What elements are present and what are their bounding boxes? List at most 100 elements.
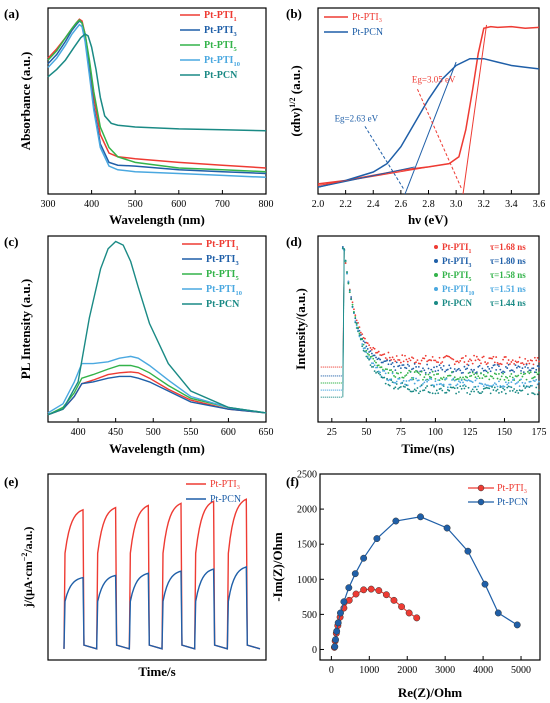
data-point-Pt-PCN [443, 524, 451, 532]
decay-point-Pt-PCN [459, 385, 462, 388]
decay-point-Pt-PTI10 [417, 379, 420, 382]
decay-point-Pt-PCN [527, 393, 529, 396]
decay-point-Pt-PTI5 [415, 369, 417, 372]
decay-point-Pt-PTI10 [470, 380, 473, 383]
decay-point-Pt-PCN [377, 372, 380, 375]
decay-point-Pt-PTI1 [437, 361, 440, 364]
decay-point-Pt-PTI10 [536, 383, 539, 386]
decay-point-Pt-PTI5 [470, 374, 473, 377]
decay-point-Pt-PCN [481, 390, 484, 393]
series-line-Pt-PTI3 [317, 25, 540, 185]
decay-point-Pt-PTI1 [463, 361, 466, 363]
data-point-Pt-PCN [333, 627, 341, 635]
data-point-Pt-PTI3 [413, 614, 421, 622]
decay-point-Pt-PCN [384, 382, 387, 385]
series-line-Pt-PCN [317, 57, 540, 188]
decay-point-Pt-PTI5 [489, 375, 492, 377]
decay-point-Pt-PTI10 [492, 384, 495, 386]
decay-point-Pt-PTI10 [375, 366, 377, 369]
legend-label-Pt-PTI3: Pt-PTI₃ [210, 479, 240, 490]
decay-point-Pt-PTI5 [416, 371, 419, 374]
decay-point-Pt-PCN [493, 386, 496, 389]
legend-label-Pt-PTI3: Pt-PTI3 [442, 256, 472, 269]
decay-point-Pt-PTI3 [463, 365, 466, 368]
decay-point-Pt-PTI1 [511, 359, 514, 362]
decay-point-Pt-PTI10 [346, 272, 348, 275]
decay-point-Pt-PTI3 [499, 368, 502, 371]
decay-point-Pt-PTI1 [448, 355, 451, 358]
decay-point-Pt-PTI3 [438, 364, 441, 367]
legend-label-Pt-PCN: Pt-PCN [442, 298, 472, 308]
decay-point-Pt-PCN [464, 385, 467, 388]
decay-point-Pt-PTI5 [500, 375, 503, 378]
decay-point-Pt-PTI1 [489, 357, 492, 360]
decay-point-Pt-PTI5 [435, 373, 438, 376]
decay-point-Pt-PTI5 [502, 372, 504, 375]
panel-d-x-tick-label: 100 [428, 427, 443, 438]
panel-e-xlabel: Time/s [138, 664, 175, 679]
decay-point-Pt-PTI10 [528, 380, 531, 383]
decay-point-Pt-PTI5 [455, 378, 458, 381]
decay-point-Pt-PTI1 [353, 308, 355, 311]
decay-point-Pt-PTI3 [518, 366, 521, 368]
decay-point-Pt-PCN [455, 392, 458, 395]
decay-point-Pt-PTI1 [460, 357, 463, 360]
decay-point-Pt-PTI5 [478, 377, 481, 380]
decay-point-Pt-PTI10 [471, 381, 474, 384]
decay-point-Pt-PTI1 [486, 362, 489, 364]
decay-point-Pt-PCN [448, 389, 451, 392]
decay-point-Pt-PTI5 [431, 370, 434, 373]
decay-point-Pt-PTI1 [533, 356, 536, 359]
decay-point-Pt-PTI3 [427, 367, 430, 370]
decay-point-Pt-PCN [423, 389, 426, 392]
panel-d-xlabel: Time/(ns) [401, 441, 454, 456]
decay-point-Pt-PCN [390, 379, 393, 382]
decay-point-Pt-PTI10 [395, 380, 398, 383]
decay-point-Pt-PTI10 [453, 379, 456, 382]
decay-point-Pt-PCN [524, 387, 527, 389]
decay-point-Pt-PTI3 [498, 365, 500, 368]
decay-point-Pt-PTI3 [464, 368, 467, 371]
decay-point-Pt-PTI3 [535, 368, 538, 371]
decay-point-Pt-PCN [427, 391, 430, 393]
decay-point-Pt-PTI1 [358, 326, 361, 328]
legend-marker-Pt-PCN [434, 301, 438, 305]
decay-point-Pt-PTI3 [460, 372, 463, 374]
legend-label-Pt-PTI1: Pt-PTI1 [442, 242, 472, 255]
decay-point-Pt-PTI5 [459, 376, 462, 379]
decay-point-Pt-PTI10 [372, 362, 375, 365]
decay-point-Pt-PTI5 [451, 371, 453, 373]
decay-point-Pt-PTI5 [386, 368, 388, 371]
decay-point-Pt-PTI5 [380, 366, 383, 369]
decay-point-Pt-PCN [373, 370, 376, 372]
decay-point-Pt-PCN [538, 389, 540, 392]
decay-point-Pt-PTI3 [486, 365, 489, 368]
decay-point-Pt-PCN [430, 384, 433, 387]
decay-point-Pt-PCN [357, 330, 359, 333]
decay-point-Pt-PCN [457, 391, 460, 393]
decay-point-Pt-PTI3 [362, 340, 365, 343]
decay-point-Pt-PTI10 [441, 384, 444, 386]
decay-point-Pt-PTI3 [496, 364, 499, 366]
panel-f-x-tick-label: 1000 [359, 665, 379, 676]
decay-point-Pt-PTI10 [511, 379, 514, 381]
decay-point-Pt-PTI3 [379, 358, 382, 361]
decay-point-Pt-PTI3 [434, 370, 437, 373]
panel-f-x-tick-label: 4000 [473, 665, 493, 676]
decay-point-Pt-PTI1 [376, 351, 379, 354]
decay-point-Pt-PCN [433, 385, 435, 388]
decay-point-Pt-PCN [525, 385, 528, 388]
decay-point-Pt-PCN [411, 390, 413, 393]
decay-point-Pt-PCN [495, 389, 498, 392]
decay-point-Pt-PCN [535, 386, 538, 389]
decay-rise-Pt-PCN [342, 248, 345, 398]
decay-point-Pt-PTI3 [509, 369, 511, 372]
decay-point-Pt-PCN [442, 385, 445, 388]
decay-point-Pt-PCN [503, 388, 506, 391]
decay-point-Pt-PTI5 [514, 375, 517, 377]
decay-point-Pt-PTI10 [399, 382, 402, 385]
decay-point-Pt-PTI5 [464, 375, 467, 378]
decay-point-Pt-PTI5 [504, 375, 507, 378]
decay-point-Pt-PTI10 [402, 379, 405, 382]
decay-point-Pt-PTI5 [518, 379, 521, 382]
